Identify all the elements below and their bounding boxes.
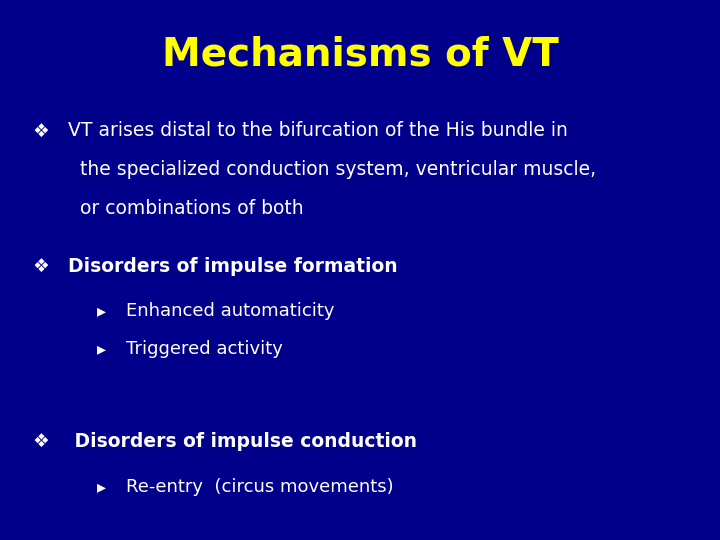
Text: ❖: ❖: [32, 122, 49, 140]
Text: Disorders of impulse formation: Disorders of impulse formation: [68, 256, 398, 275]
Text: Mechanisms of VT: Mechanisms of VT: [161, 35, 559, 73]
Text: the specialized conduction system, ventricular muscle,: the specialized conduction system, ventr…: [68, 160, 597, 179]
Text: Triggered activity: Triggered activity: [126, 340, 283, 358]
Text: ▸: ▸: [97, 340, 107, 358]
Text: VT arises distal to the bifurcation of the His bundle in: VT arises distal to the bifurcation of t…: [68, 122, 568, 140]
Text: ❖: ❖: [32, 432, 49, 451]
Text: Re-entry  (circus movements): Re-entry (circus movements): [126, 478, 394, 496]
Text: ▸: ▸: [97, 478, 107, 496]
Text: or combinations of both: or combinations of both: [68, 199, 304, 218]
Text: Disorders of impulse conduction: Disorders of impulse conduction: [68, 432, 418, 451]
Text: Enhanced automaticity: Enhanced automaticity: [126, 302, 335, 320]
Text: ❖: ❖: [32, 256, 49, 275]
Text: ▸: ▸: [97, 302, 107, 320]
